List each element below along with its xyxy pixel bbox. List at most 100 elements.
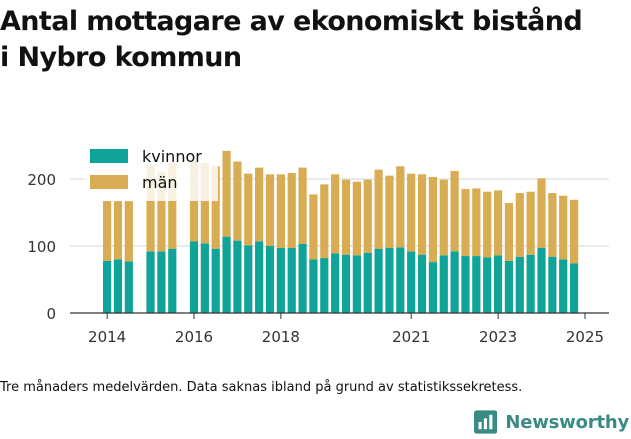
bar-man [276,174,285,249]
bar-man [396,166,405,248]
bar-kvinnor [320,258,329,313]
bar-man [385,175,394,249]
bar-kvinnor [569,263,579,313]
bar-kvinnor [450,251,459,313]
bar-kvinnor [276,248,285,313]
bar-man [363,179,372,253]
x-tick-label-2018: 2018 [262,328,300,346]
bar-kvinnor [407,251,416,313]
y-tick-label-100: 100 [27,238,56,256]
bar-man [439,179,448,256]
bar-kvinnor [537,248,546,313]
bar-man [244,173,253,246]
chart-title-line-2: i Nybro kommun [0,42,242,73]
legend: kvinnor män [84,141,218,201]
bar-man [265,174,275,246]
bar-kvinnor [287,248,296,313]
bar-kvinnor [526,254,535,313]
bar-man [374,169,383,249]
bar-kvinnor [189,241,199,313]
bar-man [113,201,123,260]
bar-man [537,178,546,249]
bar-man [103,201,112,261]
bar-kvinnor [461,256,470,313]
chart-title: Antal mottagare av ekonomiskt bistånd i … [0,4,631,76]
bar-kvinnor [417,254,427,313]
bar-kvinnor [439,255,448,313]
bar-kvinnor [331,253,340,313]
legend-label-man: män [142,173,178,192]
newsworthy-logo: Newsworthy [474,406,629,438]
bar-kvinnor [385,248,394,313]
bar-kvinnor [124,261,133,313]
bar-man [472,188,481,257]
bar-man [548,193,557,257]
bar-man [341,179,351,255]
bar-kvinnor [472,256,481,313]
bar-kvinnor [493,255,503,313]
bar-kvinnor [168,248,177,313]
bar-kvinnor [233,240,242,313]
y-tick-label-0: 0 [46,305,56,323]
bar-man [146,164,155,252]
bar-kvinnor [309,259,318,313]
legend-swatch-man [90,175,128,189]
bar-man [504,203,514,261]
bar-kvinnor [483,257,492,313]
bar-kvinnor [548,256,557,313]
bar-man [407,173,416,252]
x-tick-label-2016: 2016 [175,328,213,346]
bar-kvinnor [211,248,220,313]
legend-label-kvinnor: kvinnor [142,147,202,166]
bar-kvinnor [298,243,307,313]
bar-kvinnor [374,248,383,313]
y-tick-label-200: 200 [27,171,56,189]
bar-kvinnor [222,236,231,313]
bar-kvinnor [352,255,361,313]
bar-kvinnor [341,254,351,313]
bar-man [320,184,329,259]
bar-man [331,174,340,254]
bar-man [168,162,177,249]
x-tick-label-2023: 2023 [479,328,517,346]
bar-kvinnor [504,260,514,313]
bar-chart-logo-icon [474,410,498,434]
axes: 0 100 200 2014 2016 2018 2021 2023 2025 [27,171,609,346]
brand-name: Newsworthy [505,411,629,433]
bar-kvinnor [200,243,209,313]
bar-man [428,176,437,263]
x-tick-label-2021: 2021 [392,328,430,346]
bar-kvinnor [255,241,264,313]
bar-kvinnor [157,251,166,313]
bar-man [287,172,296,249]
bar-man [298,167,307,244]
chart-title-line-1: Antal mottagare av ekonomiskt bistånd [0,6,583,37]
footnote: Tre månaders medelvärden. Data saknas ib… [0,380,523,395]
bar-kvinnor [363,252,372,313]
bar-man [559,195,568,260]
bar-man [515,193,524,257]
bar-man [189,160,199,242]
x-tick-label-2014: 2014 [88,328,126,346]
bar-man [526,191,535,255]
bar-kvinnor [146,251,155,313]
bar-man [124,201,133,262]
bar-man [309,194,318,260]
bar-kvinnor [428,262,437,313]
bar-kvinnor [244,245,253,313]
bar-man [461,189,470,257]
bar-man [222,150,231,237]
bar-kvinnor [113,259,123,313]
bar-kvinnor [515,256,524,313]
bar-man [233,161,242,241]
bar-kvinnor [559,259,568,313]
bars [103,150,579,313]
bar-man [483,191,492,258]
bar-kvinnor [265,246,275,313]
bar-man [352,181,361,256]
bar-man [255,167,264,242]
bar-man [569,199,579,264]
legend-swatch-kvinnor [90,149,128,163]
bar-man [450,170,459,252]
